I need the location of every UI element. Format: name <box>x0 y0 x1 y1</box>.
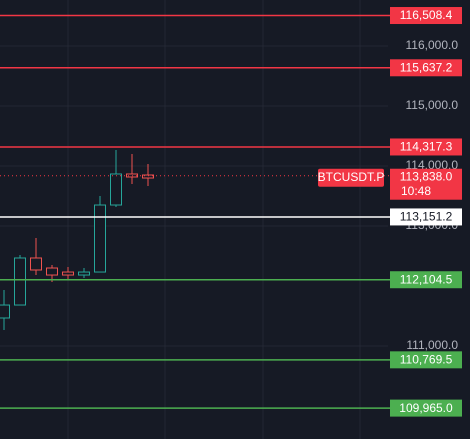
candle-body <box>0 304 10 319</box>
symbol-tag-box <box>318 168 384 187</box>
level-label: 109,965.0 <box>399 401 453 415</box>
y-tick-label: 115,000.0 <box>406 98 459 112</box>
candle-body <box>142 174 154 179</box>
level-label-box <box>390 138 462 156</box>
candle-body <box>78 271 90 276</box>
level-label-box <box>390 351 462 369</box>
countdown-label: 10:48 <box>401 184 431 198</box>
candle-body <box>14 257 26 306</box>
y-tick-label: 114,000.0 <box>406 158 459 172</box>
level-label: 115,637.2 <box>400 60 453 74</box>
symbol-tag: BTCUSDT.P <box>318 170 385 184</box>
candle-body <box>110 173 122 206</box>
y-tick-label: 111,000.0 <box>406 338 458 352</box>
level-label: 110,769.5 <box>400 353 453 367</box>
y-tick-label: 116,000.0 <box>406 38 459 52</box>
level-label: 113,151.2 <box>400 210 453 224</box>
candle-body <box>94 204 106 273</box>
level-label-box <box>390 271 462 289</box>
current-price-box <box>390 168 462 200</box>
level-label-box <box>390 208 462 226</box>
level-label-box <box>390 7 462 25</box>
level-label: 114,317.3 <box>400 140 453 154</box>
level-label: 112,104.5 <box>400 272 453 286</box>
candle-body <box>46 267 58 276</box>
current-price-label: 113,838.0 <box>400 169 453 183</box>
level-label: 116,508.4 <box>400 8 453 22</box>
level-label-box <box>390 59 462 77</box>
candle-body <box>62 271 74 276</box>
candle-body <box>30 257 42 271</box>
level-label-box <box>390 399 462 417</box>
